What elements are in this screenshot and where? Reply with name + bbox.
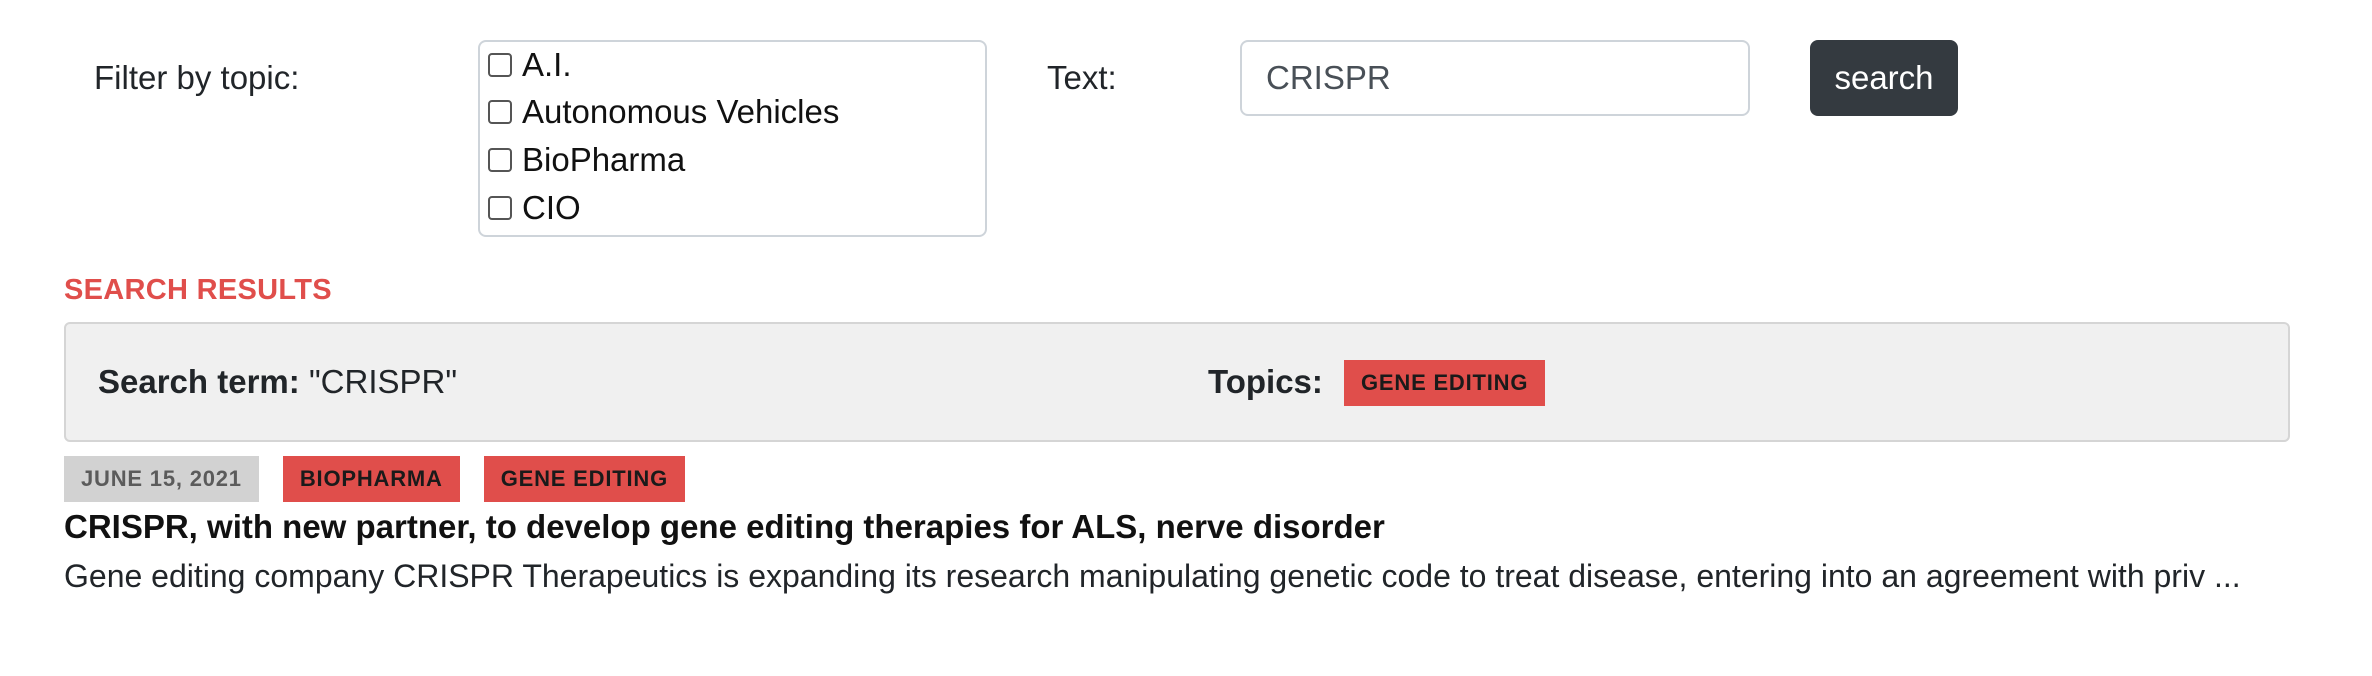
result-meta: JUNE 15, 2021 BIOPHARMA GENE EDITING bbox=[64, 456, 709, 502]
search-term-label: Search term: bbox=[98, 363, 300, 400]
topic-option-autonomous-vehicles[interactable]: Autonomous Vehicles bbox=[488, 91, 839, 133]
search-term-value: "CRISPR" bbox=[308, 363, 458, 400]
result-title-link[interactable]: CRISPR, with new partner, to develop gen… bbox=[64, 508, 1385, 545]
result-snippet: Gene editing company CRISPR Therapeutics… bbox=[64, 558, 2241, 594]
search-text-input[interactable] bbox=[1240, 40, 1750, 116]
topics-label: Topics: bbox=[1208, 363, 1323, 400]
topic-option-label: BioPharma bbox=[522, 141, 686, 178]
topic-checkbox[interactable] bbox=[488, 100, 512, 124]
topic-multiselect[interactable]: A.I. Autonomous Vehicles BioPharma CIO bbox=[478, 40, 987, 237]
search-results-heading: SEARCH RESULTS bbox=[64, 274, 332, 306]
topic-option-label: A.I. bbox=[522, 46, 572, 83]
filter-by-topic-label: Filter by topic: bbox=[94, 59, 300, 96]
result-tag-biopharma[interactable]: BIOPHARMA bbox=[282, 456, 460, 502]
search-summary-panel: Search term: "CRISPR" Topics: GENE EDITI… bbox=[64, 322, 2290, 442]
text-label: Text: bbox=[1047, 59, 1117, 96]
topic-option-biopharma[interactable]: BioPharma bbox=[488, 139, 685, 181]
topic-option-cio[interactable]: CIO bbox=[488, 187, 581, 229]
search-button[interactable]: search bbox=[1810, 40, 1958, 116]
search-term-summary: Search term: "CRISPR" bbox=[98, 362, 457, 402]
topic-option-label: CIO bbox=[522, 189, 581, 226]
result-tag-gene-editing[interactable]: GENE EDITING bbox=[483, 456, 686, 502]
topic-checkbox[interactable] bbox=[488, 53, 512, 77]
topic-checkbox[interactable] bbox=[488, 148, 512, 172]
topic-option-label: Autonomous Vehicles bbox=[522, 93, 840, 130]
topic-option-ai[interactable]: A.I. bbox=[488, 44, 572, 86]
result-date-badge: JUNE 15, 2021 bbox=[64, 456, 259, 502]
topic-checkbox[interactable] bbox=[488, 196, 512, 220]
topic-badge-gene-editing: GENE EDITING bbox=[1344, 360, 1546, 406]
